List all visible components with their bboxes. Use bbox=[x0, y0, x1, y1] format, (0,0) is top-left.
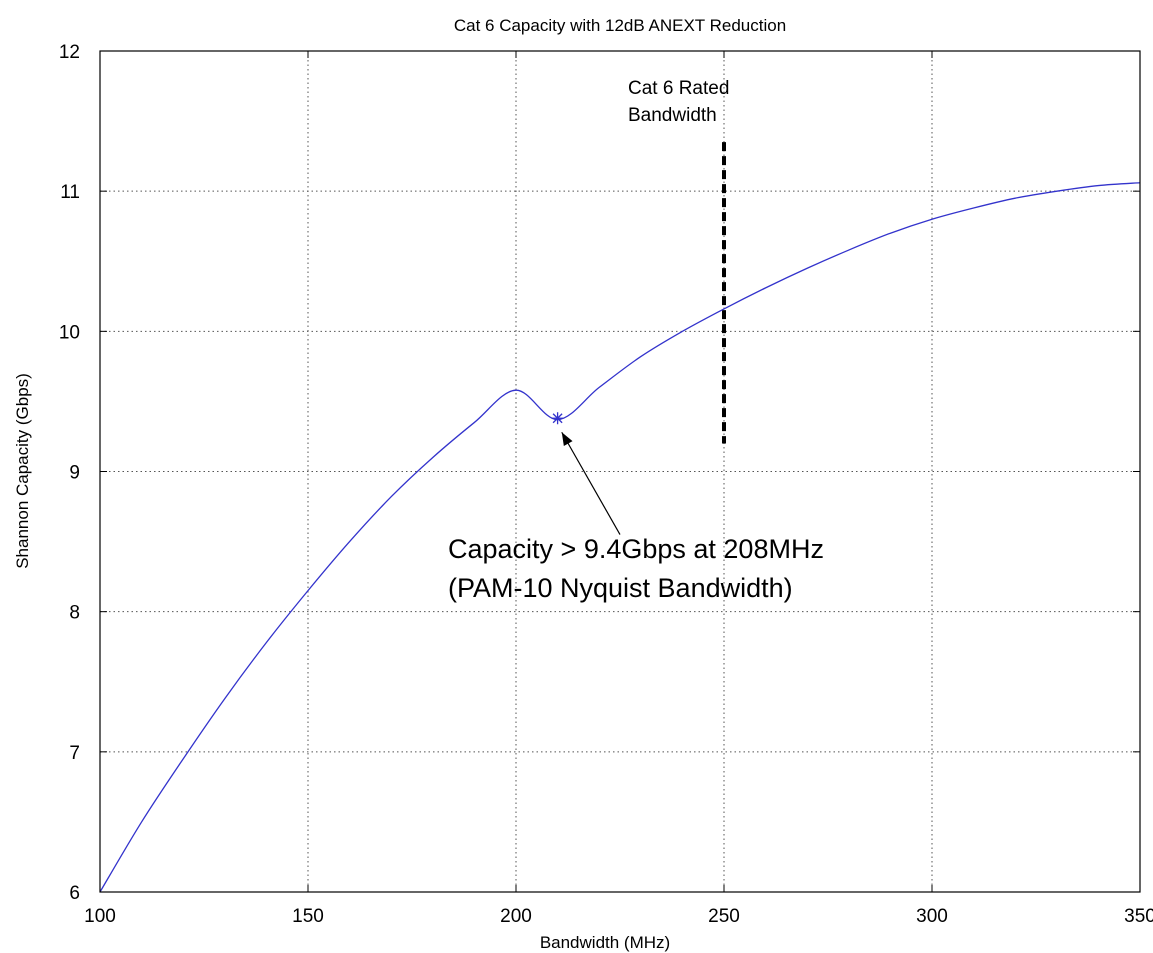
x-axis-label: Bandwidth (MHz) bbox=[540, 933, 670, 952]
y-tick-label: 9 bbox=[69, 463, 80, 484]
y-tick-label: 12 bbox=[59, 42, 80, 63]
y-tick-label: 11 bbox=[60, 182, 80, 203]
x-tick-label: 250 bbox=[708, 906, 740, 927]
x-tick-label: 100 bbox=[84, 906, 116, 927]
tick-marks bbox=[99, 50, 1141, 893]
capacity-annotation-line2: (PAM-10 Nyquist Bandwidth) bbox=[448, 573, 793, 603]
y-tick-label: 7 bbox=[69, 743, 80, 764]
chart-title: Cat 6 Capacity with 12dB ANEXT Reduction bbox=[454, 16, 786, 35]
marker-group bbox=[551, 412, 564, 425]
series-group bbox=[99, 182, 1141, 892]
annotation-arrow-shaft bbox=[561, 431, 621, 535]
plot-background bbox=[100, 51, 1140, 892]
x-tick-label: 200 bbox=[500, 906, 532, 927]
x-tick-label: 150 bbox=[292, 906, 324, 927]
x-tick-label: 350 bbox=[1124, 906, 1153, 927]
capacity-annotation-line1: Capacity > 9.4Gbps at 208MHz bbox=[448, 534, 824, 564]
annotation-arrow-head bbox=[561, 432, 573, 447]
y-axis-label: Shannon Capacity (Gbps) bbox=[13, 373, 32, 569]
annotation-arrow-group bbox=[561, 431, 621, 535]
x-tick-labels: 100 150 200 250 300 350 bbox=[84, 906, 1153, 927]
rated-bandwidth-label-line1: Cat 6 Rated bbox=[628, 78, 729, 99]
highlight-point-marker bbox=[551, 412, 564, 425]
y-tick-labels: 6 7 8 9 10 11 12 bbox=[59, 42, 80, 904]
x-tick-label: 300 bbox=[916, 906, 948, 927]
rated-bandwidth-label-line2: Bandwidth bbox=[628, 105, 717, 126]
capacity-series-line bbox=[99, 182, 1141, 892]
y-tick-label: 10 bbox=[59, 322, 80, 343]
y-tick-label: 6 bbox=[69, 883, 80, 904]
y-tick-label: 8 bbox=[69, 603, 80, 624]
